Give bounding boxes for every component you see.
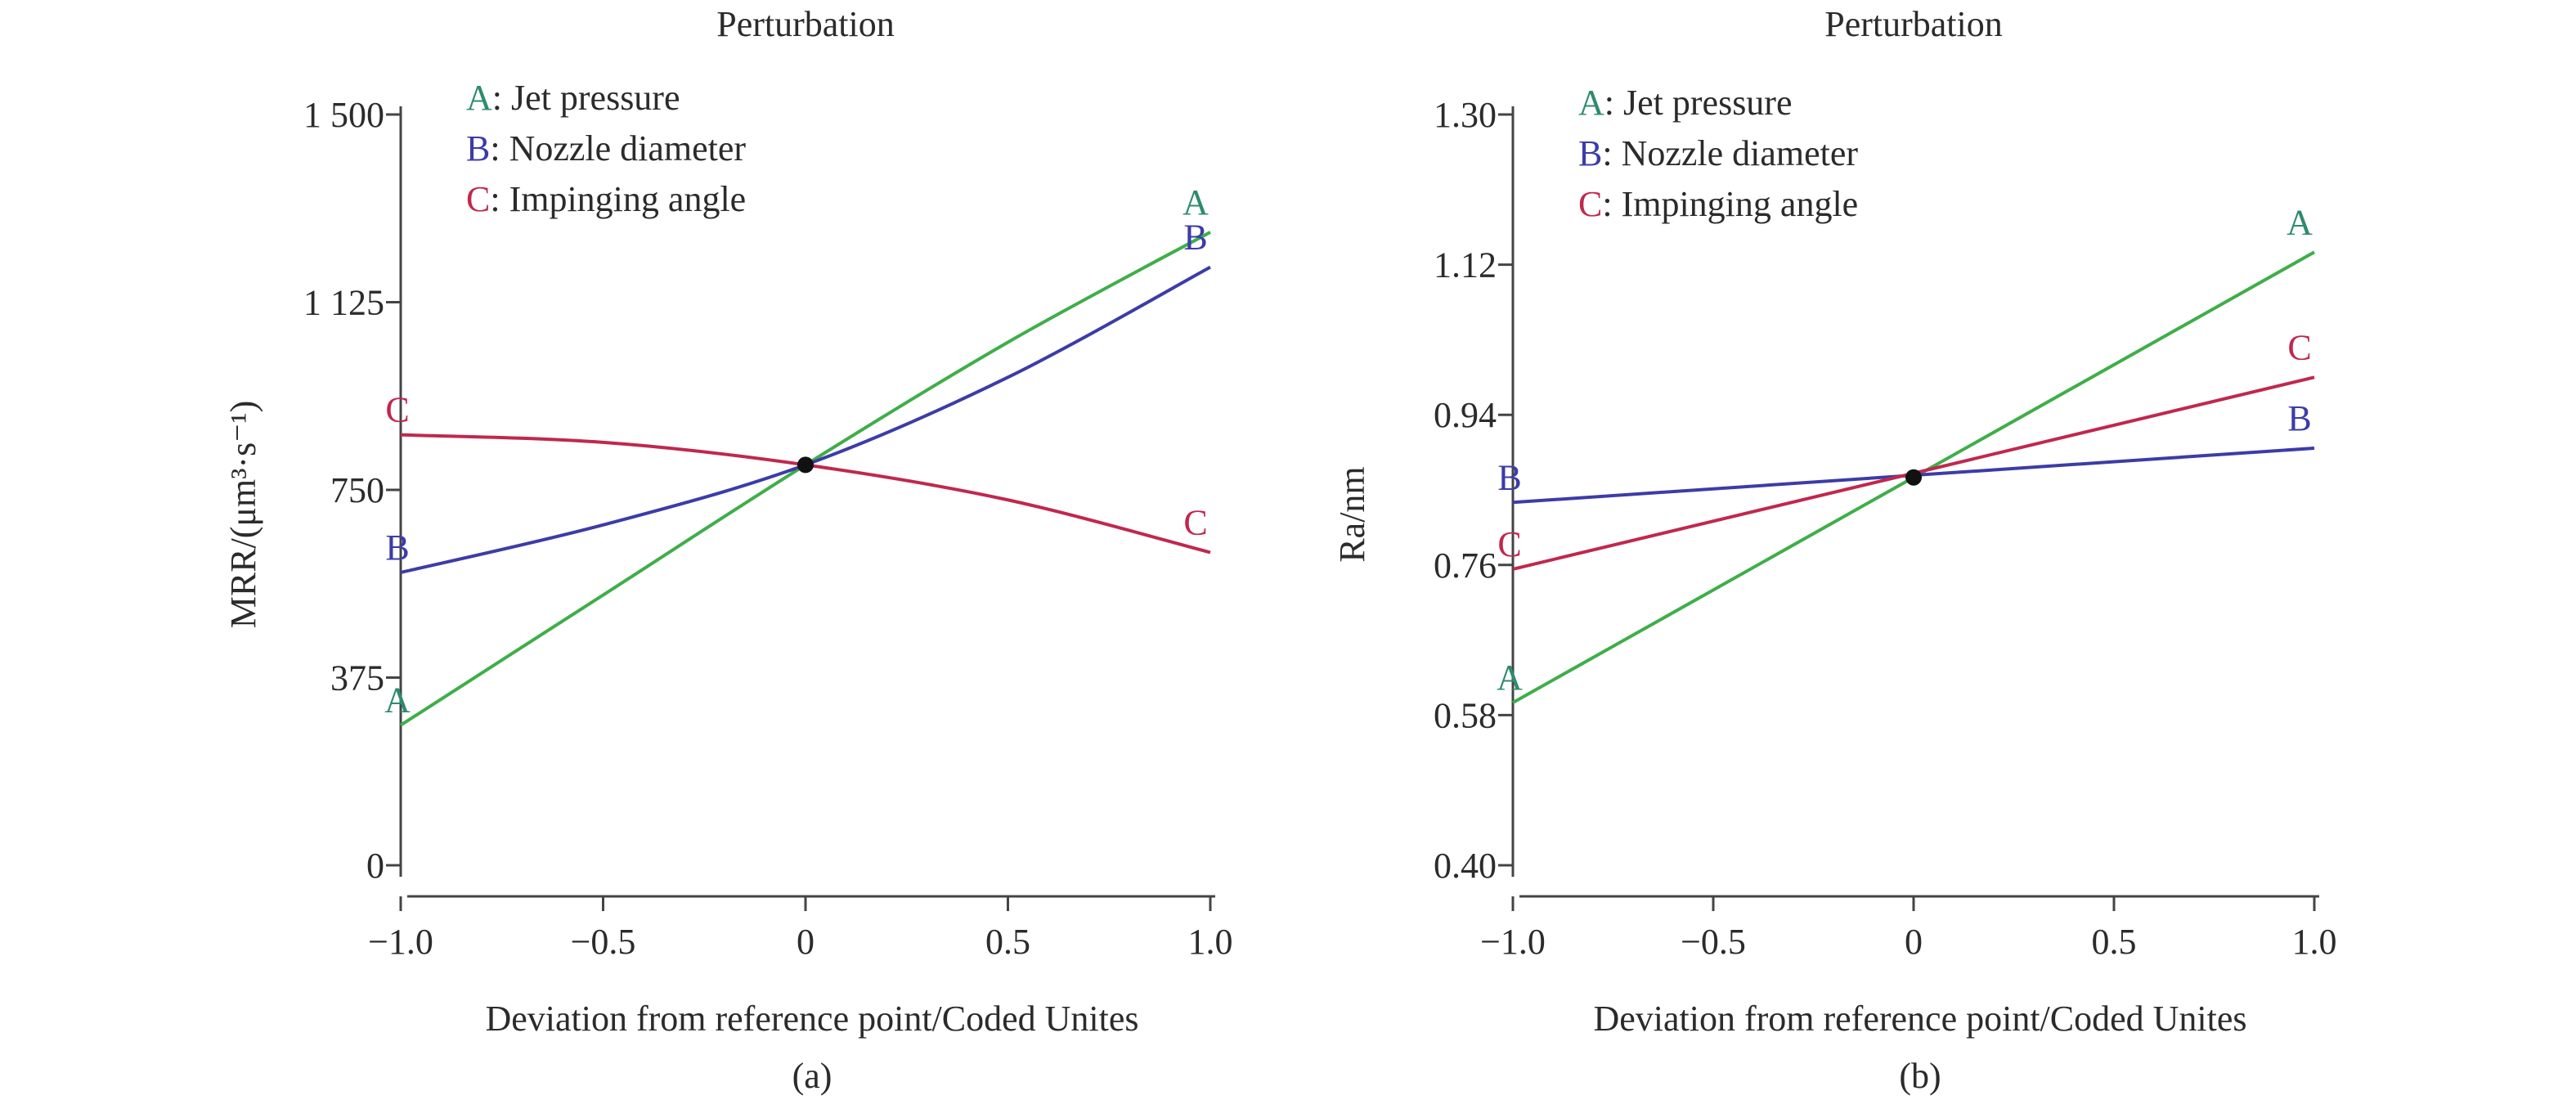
x-tick-label: 1.0 <box>1188 922 1233 962</box>
series-start-label-a: A <box>384 680 411 721</box>
y-tick-label: 0.94 <box>1434 395 1497 435</box>
series-line-c <box>400 433 1211 554</box>
x-axis-title: Deviation from reference point/Coded Uni… <box>485 999 1138 1039</box>
y-tick-label: 750 <box>330 470 384 510</box>
legend-label: : Nozzle diameter <box>490 128 746 168</box>
legend-letter: C <box>1578 184 1602 224</box>
legend-entry-c: C: Impinging angle <box>466 179 746 219</box>
legend-label: : Jet pressure <box>492 78 680 118</box>
series-line-a <box>399 231 1211 727</box>
legend-entry-b: B: Nozzle diameter <box>1578 133 1858 173</box>
legend-letter: A <box>1578 83 1604 123</box>
series-end-label-c: C <box>1183 503 1207 543</box>
x-tick-label: 1.0 <box>2292 922 2337 962</box>
series-start-label-c: C <box>1497 524 1521 564</box>
panel-sub-label: (a) <box>792 1056 832 1096</box>
chart-title: Perturbation <box>1824 4 2003 44</box>
legend-entry-a: A: Jet pressure <box>1578 83 1793 123</box>
x-tick-label: 0 <box>797 922 815 962</box>
y-tick-label: 1 125 <box>303 283 384 323</box>
x-tick-label: −0.5 <box>571 922 636 962</box>
x-tick-label: 0.5 <box>2092 922 2137 962</box>
reference-point <box>797 456 814 474</box>
y-tick-label: 0.40 <box>1434 846 1497 886</box>
chart-panel-a: Perturbation 0 375 750 1 125 1 500 −1.0 −0.5 0 0.… <box>223 4 1233 1096</box>
legend-entry-a: A: Jet pressure <box>466 78 680 118</box>
y-tick-label: 1 500 <box>303 95 384 135</box>
legend-label: : Impinging angle <box>490 179 746 219</box>
legend-letter: B <box>1578 133 1602 173</box>
panel-sub-label: (b) <box>1899 1056 1941 1096</box>
legend-letter: C <box>466 179 490 219</box>
x-axis-title: Deviation from reference point/Coded Uni… <box>1593 999 2246 1039</box>
series-end-label-c: C <box>2287 327 2311 367</box>
legend-label: : Jet pressure <box>1604 83 1793 123</box>
y-tick-label: 375 <box>330 658 384 698</box>
chart-panel-b: Perturbation 0.40 0.58 0.76 0.94 1.12 1.30 −1.0… <box>1332 4 2337 1096</box>
legend-entry-c: C: Impinging angle <box>1578 184 1858 224</box>
legend-label: : Impinging angle <box>1602 184 1858 224</box>
legend-label: : Nozzle diameter <box>1602 133 1858 173</box>
series-end-label-a: A <box>1183 182 1209 222</box>
y-axis-title: Ra/nm <box>1332 466 1372 562</box>
series-end-label-b: B <box>1183 218 1207 258</box>
x-tick-label: −1.0 <box>1480 922 1546 962</box>
y-axis-title: MRR/(μm³·s⁻¹) <box>223 401 263 629</box>
x-tick-label: −1.0 <box>368 922 433 962</box>
series-line-b <box>400 265 1211 574</box>
series-start-label-b: B <box>385 528 409 568</box>
y-tick-label: 0 <box>366 846 384 886</box>
y-tick-label: 1.30 <box>1434 95 1497 135</box>
x-tick-label: 0 <box>1905 922 1923 962</box>
chart-title: Perturbation <box>716 4 895 44</box>
y-tick-label: 0.58 <box>1434 695 1497 735</box>
series-start-label-c: C <box>385 390 409 430</box>
x-tick-label: 0.5 <box>985 922 1030 962</box>
legend-letter: A <box>466 78 492 118</box>
series-start-label-b: B <box>1497 457 1521 497</box>
reference-point <box>1905 469 1922 486</box>
series-end-label-b: B <box>2287 398 2311 438</box>
legend-entry-b: B: Nozzle diameter <box>466 128 746 168</box>
y-tick-label: 0.76 <box>1434 546 1497 586</box>
series-start-label-a: A <box>1497 658 1523 698</box>
y-tick-label: 1.12 <box>1434 245 1497 285</box>
x-tick-label: −0.5 <box>1681 922 1746 962</box>
legend-letter: B <box>466 128 490 168</box>
series-end-label-a: A <box>2287 202 2313 242</box>
